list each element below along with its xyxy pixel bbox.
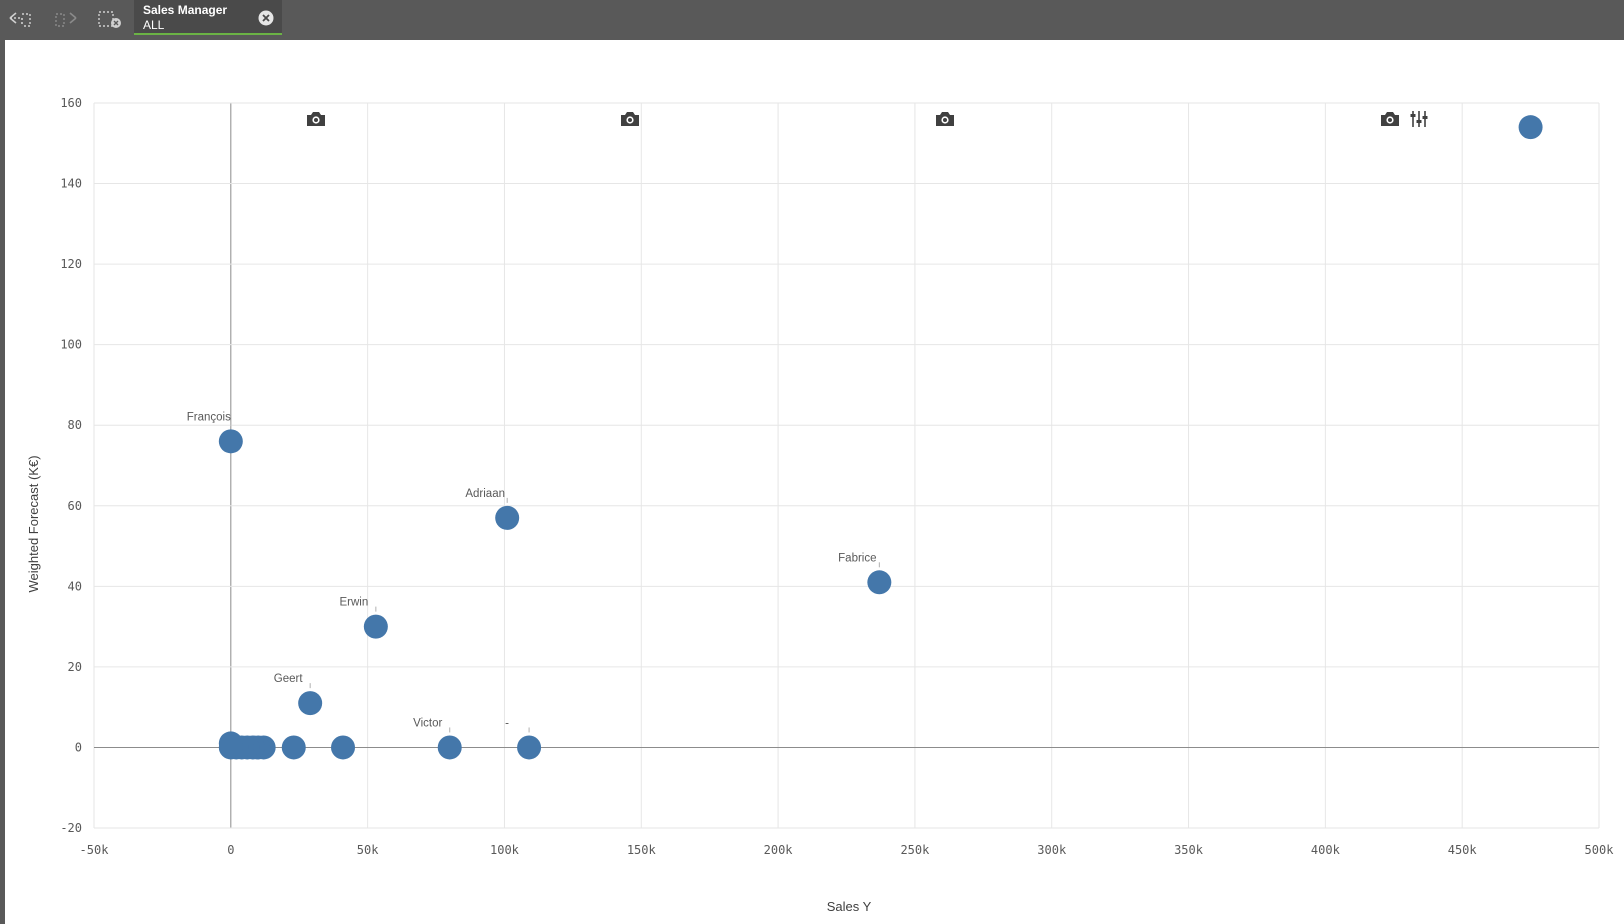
camera-icon[interactable] [305, 110, 327, 128]
selection-field-name: Sales Manager [143, 3, 228, 17]
camera-icon[interactable] [934, 110, 956, 128]
scatter-point[interactable] [218, 735, 243, 760]
scatter-point[interactable] [1518, 115, 1543, 140]
y-tick-label: 140 [60, 177, 82, 191]
y-tick-label: 120 [60, 257, 82, 271]
y-tick-label: 100 [60, 338, 82, 352]
scatter-point[interactable] [495, 505, 520, 530]
x-tick-label: 500k [1585, 843, 1615, 857]
scatter-chart: -50k 0 50k 100k 150k 200k 250k 300k 350k 400k 450k… [26, 96, 1615, 914]
sheet-canvas: -50k 0 50k 100k 150k 200k 250k 300k 350k 400k 450k… [5, 40, 1624, 924]
point-label: Adriaan [465, 488, 505, 500]
y-tick-label: 80 [68, 418, 82, 432]
scatter-point[interactable] [281, 735, 306, 760]
scatter-point[interactable] [298, 691, 323, 716]
x-tick-label: 200k [764, 843, 794, 857]
camera-icon[interactable] [1379, 110, 1401, 128]
scatter-point[interactable] [517, 735, 542, 760]
x-axis-title: Sales Y [827, 899, 872, 914]
x-tick-label: 350k [1174, 843, 1204, 857]
x-tick-label: 0 [227, 843, 234, 857]
y-axis-title: Weighted Forecast (K€) [26, 455, 41, 592]
selection-field-value: ALL [143, 18, 165, 32]
selection-chip-sales-manager[interactable]: Sales Manager ALL [134, 0, 282, 35]
x-tick-label: -50k [80, 843, 110, 857]
y-tick-label: 160 [60, 96, 82, 110]
scatter-point[interactable] [218, 429, 243, 454]
point-label: François [187, 411, 231, 423]
selections-forward-icon[interactable] [52, 6, 80, 32]
y-tick-label: -20 [60, 821, 82, 835]
selections-toolbar: Sales Manager ALL [0, 0, 1624, 38]
x-tick-label: 400k [1311, 843, 1341, 857]
point-label: Erwin [339, 597, 368, 609]
selections-back-icon[interactable] [6, 6, 34, 32]
point-label: Victor [413, 717, 442, 729]
y-tick-label: 60 [68, 499, 82, 513]
scatter-point[interactable] [363, 614, 388, 639]
point-label: - [505, 717, 509, 729]
x-tick-label: 50k [357, 843, 379, 857]
sliders-icon[interactable] [1409, 109, 1429, 129]
y-tick-label: 0 [75, 740, 82, 754]
point-label: Geert [274, 673, 304, 685]
clear-all-selections-icon[interactable] [96, 6, 124, 32]
x-tick-label: 150k [627, 843, 657, 857]
y-tick-label: 40 [68, 579, 82, 593]
scatter-point[interactable] [331, 735, 356, 760]
x-tick-label: 450k [1448, 843, 1478, 857]
y-tick-label: 20 [68, 660, 82, 674]
camera-icon[interactable] [619, 110, 641, 128]
point-label: Fabrice [838, 552, 876, 564]
scatter-point[interactable] [437, 735, 462, 760]
x-tick-label: 250k [900, 843, 930, 857]
clear-selection-icon[interactable] [258, 10, 274, 26]
x-tick-label: 300k [1037, 843, 1067, 857]
x-tick-label: 100k [490, 843, 520, 857]
scatter-point[interactable] [867, 570, 892, 595]
